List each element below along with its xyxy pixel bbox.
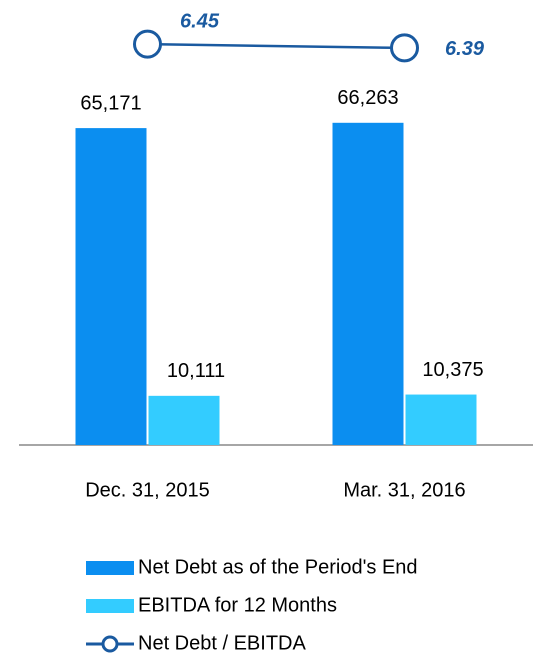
legend-swatch — [86, 599, 134, 613]
line-marker — [133, 29, 162, 59]
x-tick-label: Dec. 31, 2015 — [85, 479, 210, 501]
bar — [405, 394, 477, 445]
bar — [332, 122, 404, 445]
line — [147, 42, 405, 50]
legend-label: EBITDA for 12 Months — [138, 594, 337, 616]
legend-label: Net Debt as of the Period's End — [138, 556, 418, 578]
data-label: 10,111 — [167, 360, 225, 382]
line-marker — [390, 33, 419, 63]
x-tick-label: Mar. 31, 2016 — [343, 479, 465, 501]
legend-marker — [101, 635, 119, 653]
line-label: 6.39 — [445, 38, 485, 60]
data-label: 65,171 — [80, 92, 141, 114]
legend-label: Net Debt / EBITDA — [138, 632, 306, 654]
data-label: 10,375 — [422, 359, 483, 381]
bar — [148, 395, 220, 445]
bar — [75, 128, 147, 445]
data-label: 66,263 — [337, 87, 398, 109]
legend-swatch — [86, 561, 134, 575]
line-label: 6.45 — [180, 10, 220, 32]
